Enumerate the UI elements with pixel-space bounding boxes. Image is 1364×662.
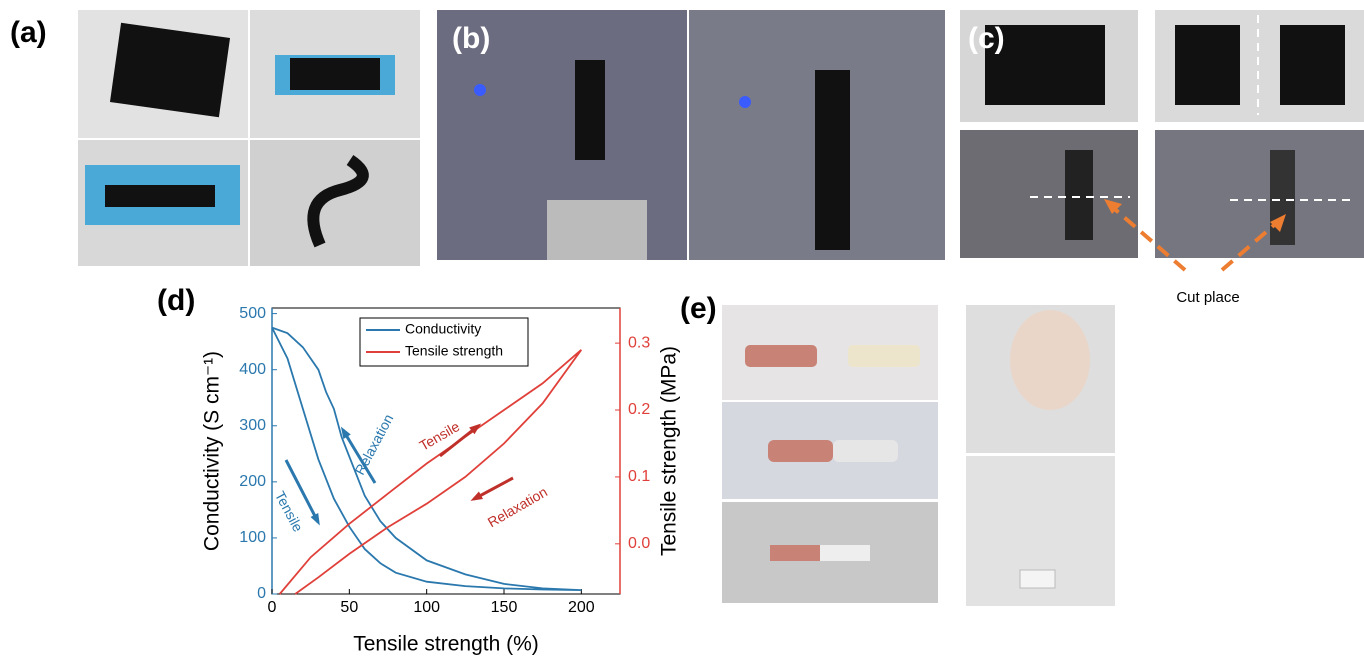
- chart: 0 50 100 150 200 0 100 200 300 400 500 0.0 0.1 0.2 0.3…: [201, 305, 681, 656]
- panel-c-photos: [960, 10, 1364, 270]
- y-tick-label: 100: [239, 529, 266, 546]
- x-tick-label: 200: [568, 599, 595, 616]
- panel-e-photos: [722, 305, 1115, 606]
- y2-tick-label: 0.0: [628, 535, 650, 552]
- y2-tick-label: 0.1: [628, 468, 650, 485]
- annotation: Relaxation: [485, 483, 550, 530]
- y-tick-label: 500: [239, 305, 266, 322]
- annotation: Tensile: [416, 418, 462, 454]
- annotation-arrowhead: [470, 491, 483, 500]
- panel-b-photos: [437, 10, 945, 260]
- cut-label: Cut place: [1176, 289, 1239, 306]
- legend-label: Tensile strength: [405, 343, 503, 359]
- annotation-arrowhead: [311, 513, 320, 526]
- y2-tick-label: 0.3: [628, 334, 650, 351]
- panel-a-photos: [78, 10, 420, 266]
- y-tick-label: 400: [239, 361, 266, 378]
- figure: (a) (b) (c) (d) (e) Cut place 0 50 100 150 2…: [0, 0, 1364, 657]
- y2-tick-label: 0.2: [628, 401, 650, 418]
- panel-label: (d): [157, 284, 195, 317]
- panel-label: (a): [10, 16, 47, 49]
- y-tick-label: 0: [257, 585, 266, 602]
- panel-label: (e): [680, 292, 717, 325]
- legend-label: Conductivity: [405, 321, 481, 337]
- x-tick-label: 150: [491, 599, 518, 616]
- x-tick-label: 100: [413, 599, 440, 616]
- y-axis-label: Conductivity (S cm⁻¹): [201, 351, 224, 551]
- panel-label: (b): [452, 22, 490, 55]
- y-tick-label: 300: [239, 417, 266, 434]
- x-axis-label: Tensile strength (%): [353, 633, 539, 656]
- x-tick-label: 0: [268, 599, 277, 616]
- annotation: Relaxation: [351, 411, 396, 477]
- x-tick-label: 50: [340, 599, 358, 616]
- annotation: Tensile: [272, 488, 307, 534]
- panel-label: (c): [968, 22, 1005, 55]
- y-tick-label: 200: [239, 473, 266, 490]
- y2-axis-label: Tensile strength (MPa): [658, 346, 681, 556]
